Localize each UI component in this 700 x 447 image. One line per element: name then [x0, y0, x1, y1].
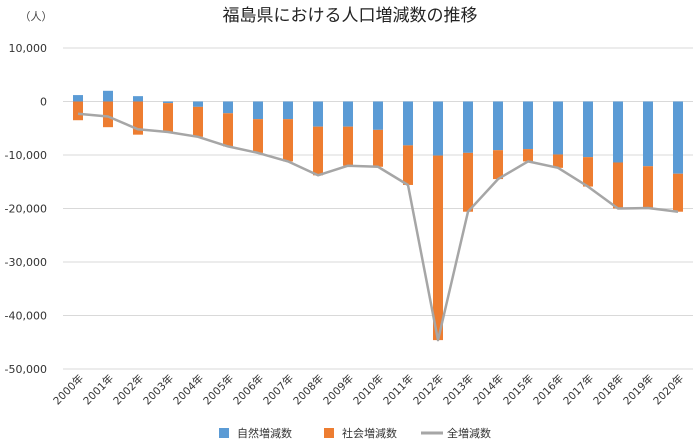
y-tick-label: -30,000 [5, 256, 47, 269]
x-axis-ticks: 2000年2001年2002年2003年2004年2005年2006年2007年… [51, 372, 687, 408]
legend: 自然増減数 社会増減数 全増減数 [219, 426, 491, 440]
x-tick-label: 2008年 [291, 372, 327, 408]
bar-social [403, 145, 413, 185]
y-tick-label: -20,000 [5, 203, 47, 216]
bar-social [73, 101, 83, 121]
x-tick-label: 2013年 [441, 372, 477, 408]
y-tick-label: -40,000 [5, 310, 47, 323]
bar-natural [223, 101, 233, 114]
bar-social [223, 113, 233, 147]
x-tick-label: 2011年 [381, 372, 417, 408]
chart-title: 福島県における人口増減数の推移 [223, 6, 478, 26]
bar-social [523, 149, 533, 162]
legend-swatch [324, 428, 334, 438]
bar-social [313, 126, 323, 176]
x-tick-label: 2019年 [621, 372, 657, 408]
y-tick-label: 0 [40, 96, 47, 109]
bar-natural [253, 101, 263, 120]
bar-social [463, 152, 473, 212]
x-tick-label: 2014年 [471, 372, 507, 408]
grid-lines [63, 47, 693, 370]
bar-natural [283, 101, 293, 120]
y-tick-label: -10,000 [5, 149, 47, 162]
x-tick-label: 2006年 [231, 372, 267, 408]
y-tick-label: 10,000 [9, 42, 48, 55]
bar-natural [583, 101, 593, 158]
legend-swatch [219, 428, 229, 438]
bars [73, 90, 683, 341]
y-unit-label: （人） [20, 10, 53, 23]
bar-natural [343, 101, 353, 127]
x-tick-label: 2002年 [111, 372, 147, 408]
bar-natural [433, 101, 443, 156]
bar-natural [673, 101, 683, 174]
bar-natural [193, 101, 203, 107]
x-tick-label: 2018年 [591, 372, 627, 408]
bar-social [373, 129, 383, 167]
bar-natural [493, 101, 503, 151]
x-tick-label: 2020年 [651, 372, 687, 408]
x-tick-label: 2012年 [411, 372, 447, 408]
bar-social [193, 106, 203, 137]
bar-natural [163, 101, 173, 104]
bar-natural [613, 101, 623, 163]
bar-social [493, 150, 503, 180]
bar-social [283, 119, 293, 162]
bar-social [343, 126, 353, 166]
x-tick-label: 2003年 [141, 372, 177, 408]
bar-natural [403, 101, 413, 146]
bar-natural [553, 101, 563, 155]
bar-social [673, 173, 683, 212]
x-tick-label: 2004年 [171, 372, 207, 408]
legend-label: 自然増減数 [237, 426, 292, 440]
bar-social [103, 101, 113, 128]
y-tick-label: -50,000 [5, 363, 47, 376]
bar-social [553, 154, 563, 168]
bar-social [433, 155, 443, 341]
x-tick-label: 2010年 [351, 372, 387, 408]
x-tick-label: 2017年 [561, 372, 597, 408]
bar-social [643, 166, 653, 208]
x-tick-label: 2005年 [201, 372, 237, 408]
bar-social [613, 162, 623, 209]
x-tick-label: 2007年 [261, 372, 297, 408]
bar-natural [463, 101, 473, 153]
x-tick-label: 2000年 [51, 372, 87, 408]
x-tick-label: 2016年 [531, 372, 567, 408]
y-axis-ticks: 10,000 0 -10,000 -20,000 -30,000 -40,000 -50,0… [5, 42, 47, 376]
bar-natural [103, 90, 113, 102]
total-change-line [77, 112, 679, 342]
legend-label: 社会増減数 [342, 426, 397, 440]
bar-natural [313, 101, 323, 127]
bar-social [583, 157, 593, 187]
bar-natural [73, 95, 83, 102]
bar-natural [523, 101, 533, 150]
legend-label: 全増減数 [447, 426, 491, 440]
bar-natural [133, 96, 143, 102]
bar-social [133, 101, 143, 135]
bar-social [253, 119, 263, 153]
x-tick-label: 2001年 [81, 372, 117, 408]
bar-natural [643, 101, 653, 167]
total-line [77, 112, 679, 342]
x-tick-label: 2009年 [321, 372, 357, 408]
bar-social [163, 103, 173, 132]
x-tick-label: 2015年 [501, 372, 537, 408]
bar-natural [373, 101, 383, 130]
